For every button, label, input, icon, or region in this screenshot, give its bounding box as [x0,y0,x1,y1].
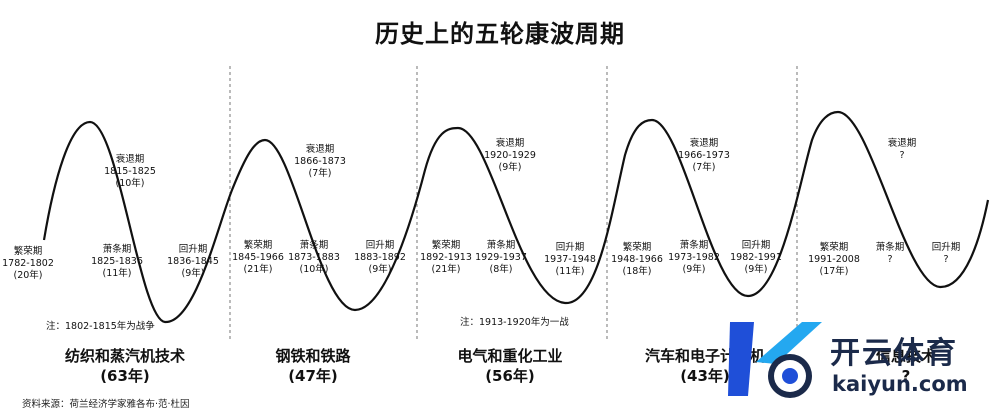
recession-label: 衰退期 1815-1825 (10年) [104,154,156,189]
kaiyun-logo-icon [728,322,822,398]
watermark-brand: 开云体育 [830,336,958,371]
depression-label: 萧条期 1825-1836 (11年) [91,244,143,279]
recovery-label: 回升期 1982-1991 (9年) [730,240,782,275]
recession-label: 衰退期 1866-1873 (7年) [294,144,346,179]
cycle-technology: 信息技术? [875,347,937,385]
recession-label: 衰退期? [887,138,917,161]
prosperity-label: 繁荣期 1892-1913 (21年) [420,240,472,275]
watermark-url: kaiyun.com [832,372,968,396]
depression-label: 萧条期 1929-1937 (8年) [475,240,527,275]
prosperity-label: 繁荣期 1845-1966 (21年) [232,240,284,275]
depression-label: 萧条期 1873-1883 (10年) [288,240,340,275]
recovery-label: 回升期 1937-1948 (11年) [544,242,596,277]
cycle-technology: 电气和重化工业 (56年) [457,347,563,385]
depression-label: 萧条期? [875,242,905,265]
depression-label: 萧条期 1973-1982 (9年) [668,240,720,275]
cycle-technology: 钢铁和铁路 (47年) [275,347,351,385]
watermark-logo: 开云体育 kaiyun.com [724,316,994,408]
cycle-note: 注：1802-1815年为战争 [46,321,155,332]
wave-curve [42,110,990,324]
recession-label: 衰退期 1966-1973 (7年) [678,138,730,173]
page-title: 历史上的五轮康波周期 [375,20,625,48]
source-note: 资料来源：荷兰经济学家雅各布·范·杜因 [22,399,190,410]
recession-label: 衰退期 1920-1929 (9年) [484,138,536,173]
prosperity-label: 繁荣期 1948-1966 (18年) [611,242,663,277]
cycle-technology: 纺织和蒸汽机技术 (63年) [64,347,186,385]
recovery-label: 回升期 1836-1845 (9年) [167,244,219,279]
prosperity-label: 繁荣期 1991-2008 (17年) [808,242,860,277]
prosperity-label: 繁荣期 1782-1802 (20年) [2,246,54,281]
recovery-label: 回升期? [931,242,961,265]
recovery-label: 回升期 1883-1892 (9年) [354,240,406,275]
cycle-note: 注：1913-1920年为一战 [460,317,569,328]
